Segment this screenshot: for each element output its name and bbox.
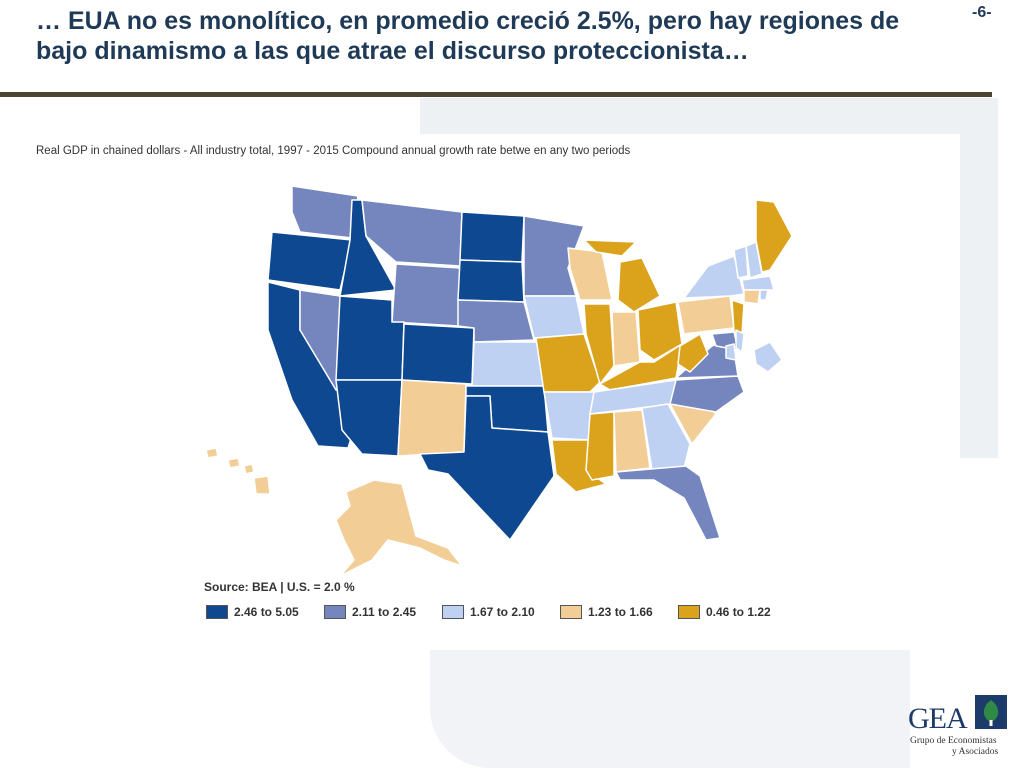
slide-title: … EUA no es monolítico, en promedio crec…	[36, 7, 900, 65]
state-new-hampshire	[745, 241, 763, 279]
map-title: Real GDP in chained dollars - All indust…	[36, 145, 631, 157]
map-source: Source: BEA | U.S. = 2.0 %	[204, 580, 355, 594]
state-rhode-island	[759, 289, 769, 301]
tree-icon	[975, 695, 1007, 729]
state-maine	[755, 199, 793, 273]
state-new-jersey	[731, 299, 745, 335]
state-michigan	[617, 257, 661, 313]
state-mississippi	[585, 411, 615, 481]
state-hawaii-2	[227, 457, 241, 469]
legend-label: 0.46 to 1.22	[706, 605, 771, 619]
legend-item: 2.46 to 5.05	[206, 605, 324, 619]
state-montana	[361, 199, 463, 267]
state-vermont	[733, 245, 749, 279]
state-delaware	[735, 329, 745, 353]
state-missouri	[535, 333, 601, 393]
state-new-mexico	[397, 379, 467, 457]
legend-label: 1.23 to 1.66	[588, 605, 653, 619]
logo-line-2: y Asociados	[952, 747, 999, 757]
state-minnesota	[523, 215, 585, 297]
state-wyoming	[391, 263, 461, 327]
legend-item: 1.67 to 2.10	[442, 605, 560, 619]
legend-swatch	[678, 605, 700, 619]
state-ohio	[637, 301, 683, 361]
state-massachusetts	[741, 275, 775, 291]
state-georgia	[641, 403, 691, 471]
state-colorado	[401, 323, 475, 385]
legend-label: 2.46 to 5.05	[234, 605, 299, 619]
legend-item: 0.46 to 1.22	[678, 605, 796, 619]
state-illinois	[583, 303, 615, 385]
logo-line-1: Grupo de Economistas	[910, 736, 997, 746]
state-iowa	[523, 295, 585, 339]
page-number: -6-	[972, 4, 992, 21]
logo-wordmark: GEA	[908, 702, 968, 735]
map-legend: 2.46 to 5.05 2.11 to 2.45 1.67 to 2.10 1…	[206, 605, 796, 619]
legend-swatch	[206, 605, 228, 619]
legend-swatch	[442, 605, 464, 619]
state-oregon	[267, 231, 353, 291]
state-south-dakota	[457, 259, 525, 303]
title-divider	[0, 92, 992, 97]
state-alaska	[335, 479, 463, 577]
state-washington	[291, 185, 359, 239]
dc-callout	[753, 341, 783, 373]
logo-subtitle: Grupo de Economistas y Asociados	[910, 736, 1018, 758]
state-dc	[725, 343, 737, 361]
legend-label: 1.67 to 2.10	[470, 605, 535, 619]
state-pennsylvania	[677, 295, 735, 335]
watermark-shape	[420, 98, 960, 138]
state-west-virginia	[677, 333, 709, 373]
state-hawaii-3	[243, 463, 255, 475]
state-kansas	[471, 341, 545, 387]
state-florida	[615, 465, 721, 541]
legend-label: 2.11 to 2.45	[352, 605, 417, 619]
state-michigan-upper	[583, 239, 637, 257]
legend-item: 1.23 to 1.66	[560, 605, 678, 619]
legend-swatch	[560, 605, 582, 619]
gea-logo: GEA Grupo de Economistas y Asociados	[908, 694, 1018, 764]
state-connecticut	[743, 289, 761, 305]
state-north-dakota	[459, 211, 525, 263]
legend-item: 2.11 to 2.45	[324, 605, 442, 619]
legend-swatch	[324, 605, 346, 619]
state-hawaii-4	[253, 475, 271, 495]
state-north-carolina	[669, 375, 745, 413]
state-arkansas	[543, 391, 595, 441]
state-indiana	[611, 311, 641, 367]
state-texas	[419, 395, 555, 541]
state-hawaii-1	[205, 447, 219, 459]
state-arizona	[335, 379, 403, 457]
state-alabama	[613, 409, 651, 473]
watermark-shape	[430, 650, 910, 768]
watermark-shape	[958, 98, 998, 458]
